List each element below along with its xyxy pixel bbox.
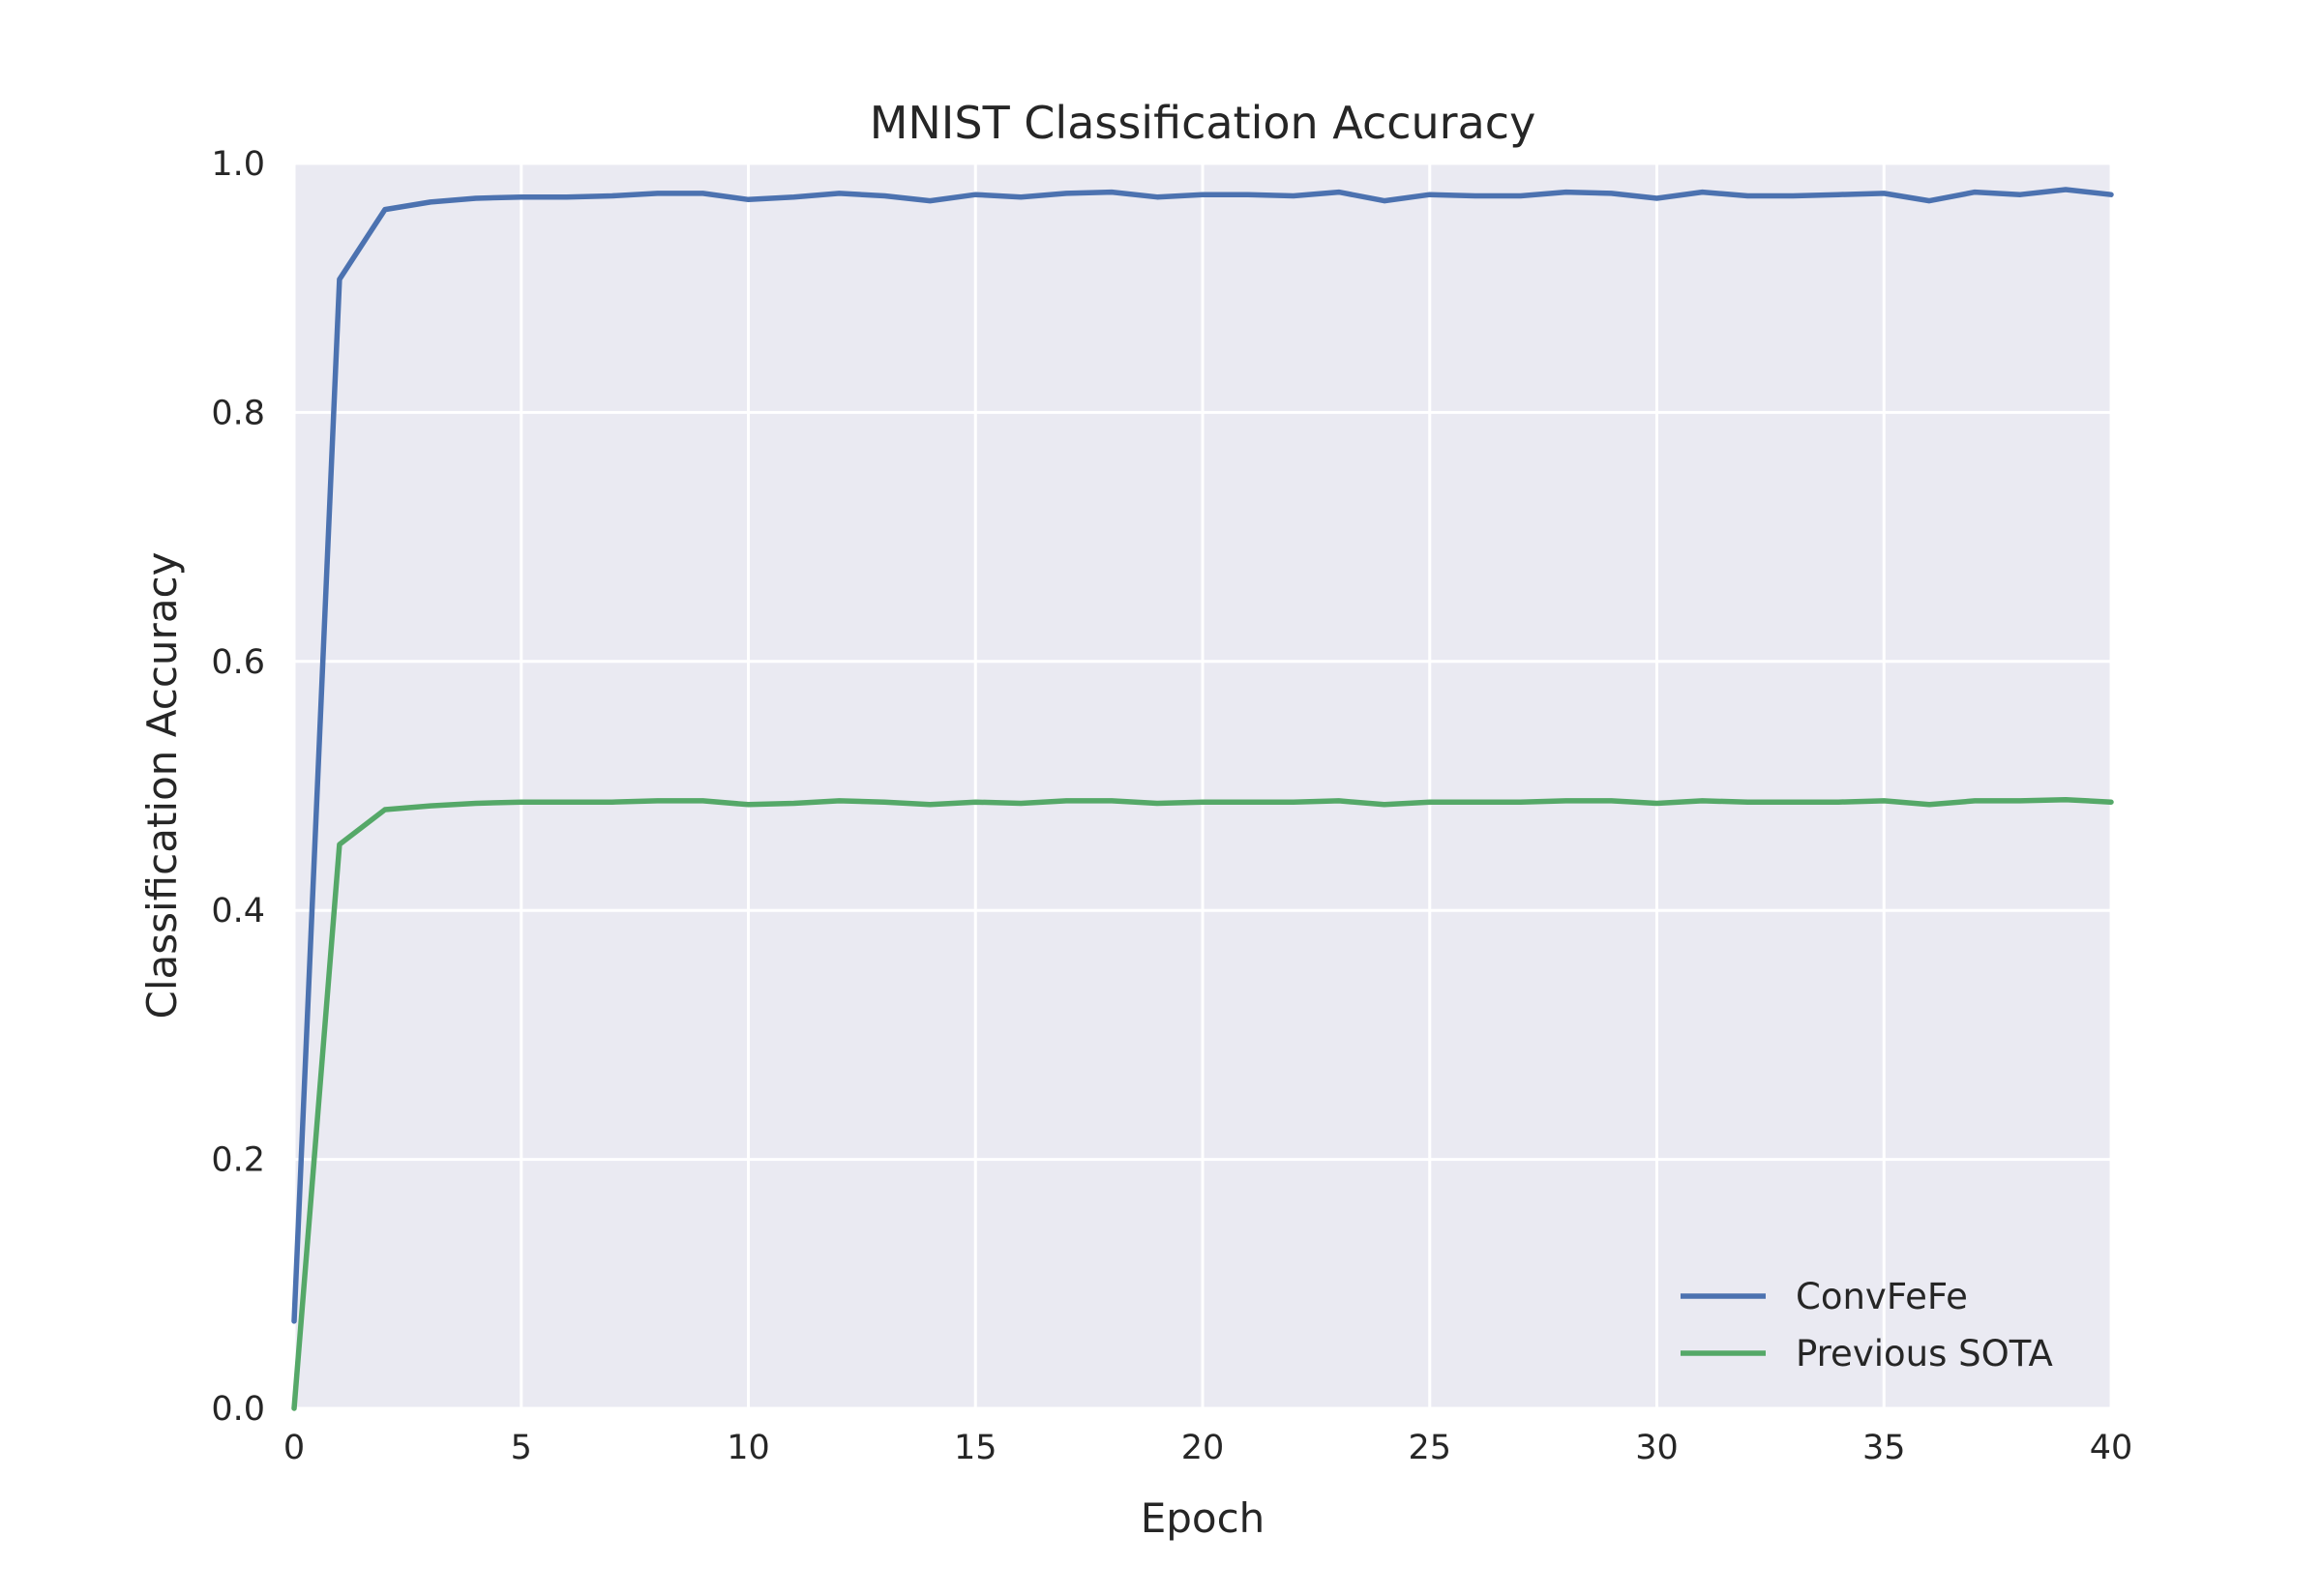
y-axis-label: Classification Accuracy xyxy=(138,552,186,1020)
x-tick-label-7: 35 xyxy=(1862,1429,1906,1467)
legend-label-previous-sota: Previous SOTA xyxy=(1796,1333,2053,1374)
chart-title: MNIST Classification Accuracy xyxy=(870,97,1536,149)
x-tick-label-1: 5 xyxy=(511,1429,532,1467)
x-tick-label-6: 30 xyxy=(1635,1429,1679,1467)
y-tick-label-3: 0.6 xyxy=(211,643,265,682)
x-tick-label-4: 20 xyxy=(1181,1429,1225,1467)
y-tick-label-1: 0.2 xyxy=(211,1141,265,1180)
series-line-previous-sota xyxy=(291,796,2114,1411)
x-tick-label-3: 15 xyxy=(954,1429,997,1467)
x-axis-label: Epoch xyxy=(1141,1494,1265,1542)
y-tick-label-2: 0.4 xyxy=(211,892,265,931)
series-lines xyxy=(291,187,2114,1411)
legend: ConvFeFe Previous SOTA xyxy=(1681,1276,2053,1374)
y-tick-labels: 0.0 0.2 0.4 0.6 0.8 1.0 xyxy=(211,145,265,1429)
y-tick-label-5: 1.0 xyxy=(211,145,265,184)
y-tick-label-4: 0.8 xyxy=(211,394,265,432)
series-line-convfefe xyxy=(291,187,2114,1324)
x-tick-label-0: 0 xyxy=(283,1429,305,1467)
x-tick-labels: 0 5 10 15 20 25 30 35 40 xyxy=(283,1429,2132,1467)
legend-label-convfefe: ConvFeFe xyxy=(1796,1276,1968,1317)
y-tick-label-0: 0.0 xyxy=(211,1390,265,1429)
grid-lines xyxy=(292,162,2113,1410)
x-tick-label-2: 10 xyxy=(727,1429,770,1467)
x-tick-label-8: 40 xyxy=(2090,1429,2133,1467)
x-tick-label-5: 25 xyxy=(1408,1429,1451,1467)
